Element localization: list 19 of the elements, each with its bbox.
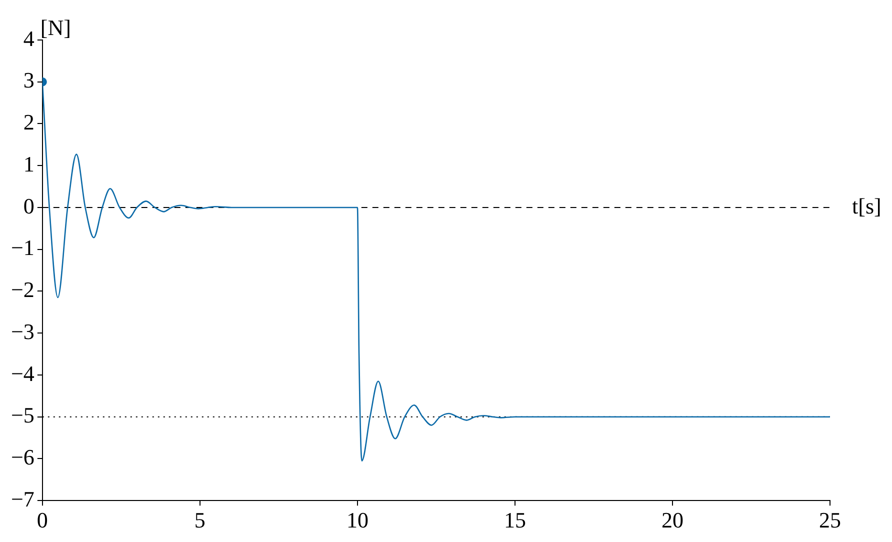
y-tick-label: 2 <box>23 110 34 135</box>
y-tick-label: 4 <box>23 26 34 51</box>
y-tick-label: −1 <box>10 235 34 260</box>
y-tick-label: 1 <box>23 151 34 176</box>
y-tick-label: −3 <box>10 318 34 344</box>
y-tick-label: −7 <box>10 486 34 512</box>
x-tick-label: 15 <box>504 508 526 533</box>
x-tick-label: 10 <box>346 508 368 533</box>
y-axis-title: [N] <box>40 14 71 40</box>
y-tick-label: 0 <box>23 193 34 218</box>
x-tick-label: 5 <box>194 508 206 533</box>
y-tick-label: −6 <box>10 444 34 470</box>
y-tick-label: 3 <box>23 68 34 93</box>
x-tick-label: 20 <box>661 508 684 533</box>
y-tick-label: −5 <box>10 402 34 428</box>
y-tick-label: −2 <box>10 277 34 302</box>
x-axis-title: t[s] <box>852 193 882 218</box>
x-tick-label: 25 <box>819 508 841 533</box>
y-tick-label: −4 <box>10 360 34 386</box>
